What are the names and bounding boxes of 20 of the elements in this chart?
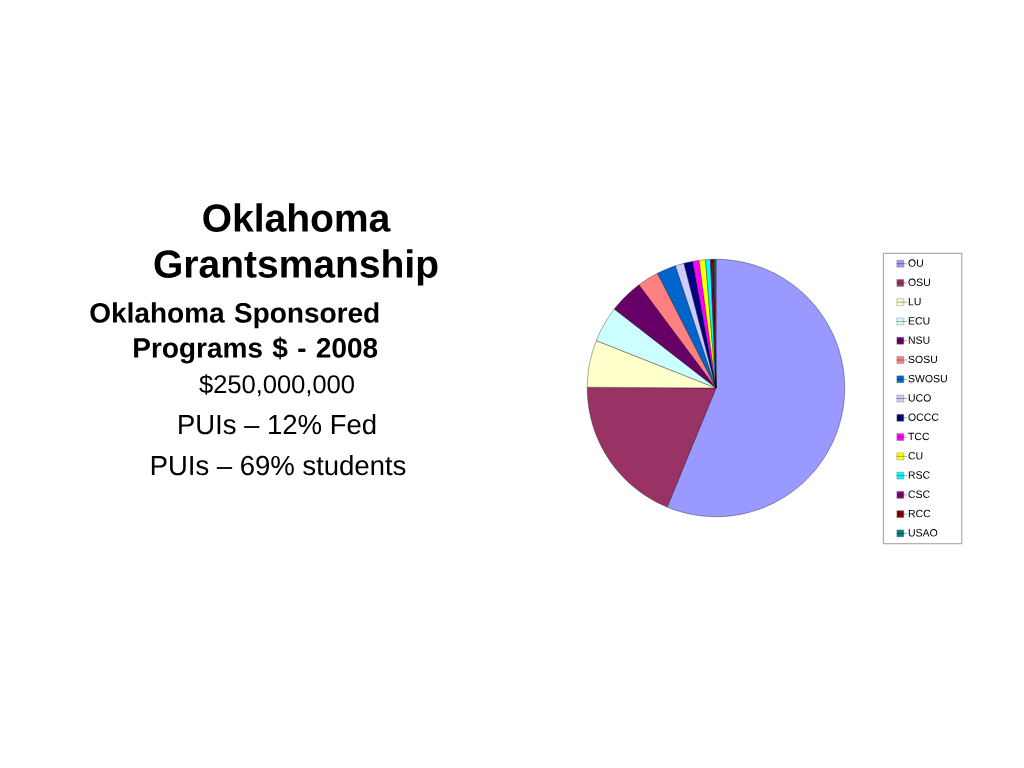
legend-label: UCO: [908, 394, 931, 402]
legend-label: OSU: [908, 278, 930, 287]
legend-label: TCC: [908, 432, 930, 441]
legend-label: OU: [908, 259, 923, 267]
text: $250,000,000: [199, 374, 354, 397]
legend-label: NSU: [908, 336, 930, 344]
legend-label: SOSU: [908, 355, 937, 364]
legend-label: RSC: [908, 471, 930, 479]
legend-label: ECU: [908, 317, 930, 325]
chart-title: Oklahoma Grantsmanship: [154, 203, 438, 286]
legend-label: USAO: [908, 529, 938, 537]
legend-label: RCC: [908, 509, 931, 518]
legend-label: OCCC: [908, 413, 939, 421]
legend-label: CU: [908, 452, 923, 460]
legend-label: CSC: [908, 490, 930, 498]
text: PUIs – 12% Fed: [179, 414, 376, 435]
text: PUIs – 69% students: [151, 455, 406, 476]
legend-label: SWOSU: [908, 374, 947, 383]
legend-label: LU: [908, 297, 921, 306]
text: Oklahoma Sponsored Programs $ - 2008: [90, 302, 379, 364]
